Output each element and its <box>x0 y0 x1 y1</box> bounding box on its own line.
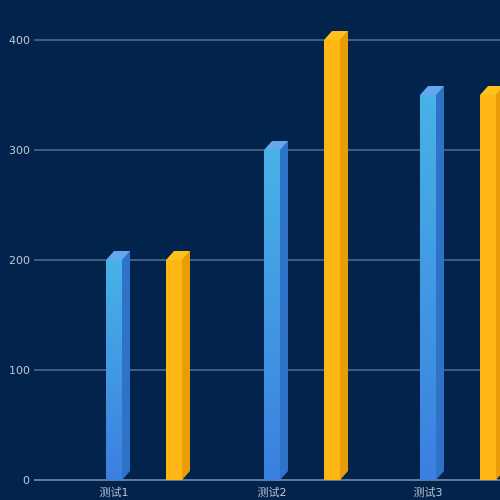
bar <box>166 251 190 480</box>
bar <box>264 141 288 480</box>
bar-side-face <box>122 251 130 480</box>
bar-front-face <box>166 260 182 480</box>
x-tick-label: 测试1 <box>100 486 129 499</box>
bar-top-face <box>166 251 190 260</box>
x-tick-label: 测试2 <box>258 486 287 499</box>
bar-side-face <box>182 251 190 480</box>
y-tick-label: 400 <box>9 34 30 47</box>
bar-top-face <box>264 141 288 150</box>
bar-side-face <box>436 86 444 480</box>
bar-side-face <box>280 141 288 480</box>
bar <box>324 31 348 480</box>
bar-front-face <box>106 260 122 480</box>
y-tick-label: 100 <box>9 364 30 377</box>
bar-front-face <box>420 95 436 480</box>
y-tick-label: 300 <box>9 144 30 157</box>
bar <box>420 86 444 480</box>
bar-side-face <box>340 31 348 480</box>
bar-front-face <box>264 150 280 480</box>
bar-top-face <box>420 86 444 95</box>
bar-top-face <box>106 251 130 260</box>
y-tick-label: 0 <box>23 474 30 487</box>
bar-front-face <box>480 95 496 480</box>
y-tick-label: 200 <box>9 254 30 267</box>
bar-top-face <box>324 31 348 40</box>
x-tick-label: 测试3 <box>414 486 443 499</box>
bar-side-face <box>496 90 500 480</box>
bar <box>106 251 130 480</box>
bar-top-face <box>480 86 500 95</box>
bar <box>480 86 500 480</box>
bar-front-face <box>324 40 340 480</box>
